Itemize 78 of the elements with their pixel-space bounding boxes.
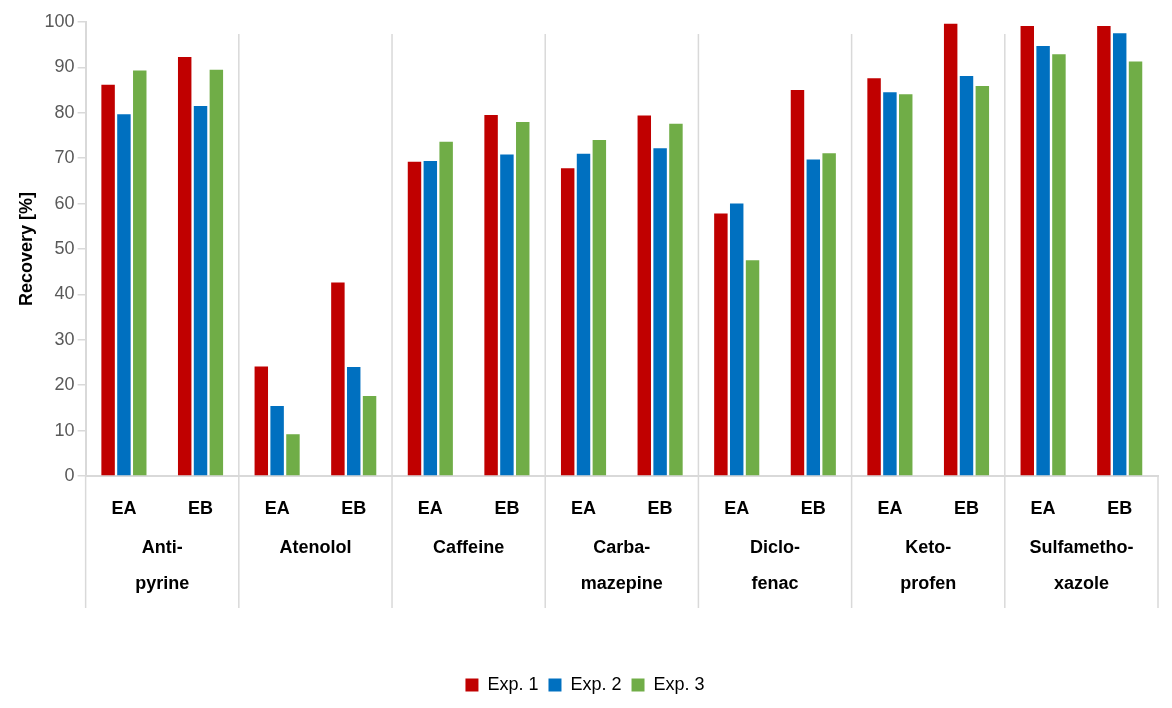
text: Atenolol [279, 536, 352, 557]
text: Carba-mazepine [580, 536, 663, 593]
y-tick-label: 60 [54, 192, 75, 213]
y-tick-label: 90 [54, 56, 75, 77]
y-tick-label: 30 [54, 328, 75, 349]
y-tick-label: 0 [64, 464, 75, 485]
bar [560, 168, 575, 476]
bar [669, 123, 683, 476]
x-tick-label: EA [417, 497, 443, 518]
x-tick-label: EA [724, 497, 750, 518]
x-tick-label: EA [111, 497, 137, 518]
bar [975, 86, 990, 476]
bar [1036, 46, 1050, 476]
bar [1128, 61, 1143, 476]
bar [1020, 26, 1034, 476]
x-tick-label: EB [800, 497, 826, 518]
y-tick-label: 80 [54, 101, 75, 122]
bar [286, 434, 300, 476]
y-tick-label: 50 [54, 237, 75, 258]
bar [745, 260, 760, 476]
bar [193, 105, 208, 476]
bar [101, 84, 115, 476]
bar [867, 78, 881, 476]
bar [407, 161, 422, 476]
bar [347, 367, 361, 476]
bar [576, 153, 591, 476]
bar [1112, 33, 1127, 476]
bar [177, 56, 192, 476]
bar [439, 141, 453, 476]
x-tick-label: EB [188, 497, 214, 518]
y-tick-label: 70 [54, 147, 75, 168]
bar [714, 213, 728, 476]
x-tick-label: EB [494, 497, 520, 518]
x-tick-label: EA [877, 497, 903, 518]
bar [943, 23, 958, 476]
text: Keto-profen [900, 536, 957, 593]
bar [1052, 54, 1066, 476]
y-tick-label: 20 [54, 374, 75, 395]
bar [899, 94, 913, 476]
x-tick-label: EB [1107, 497, 1133, 518]
bar [822, 153, 836, 476]
bar [729, 203, 744, 476]
bar [500, 154, 514, 476]
y-tick-label: 100 [44, 10, 75, 31]
x-tick-label: EB [647, 497, 673, 518]
bar [133, 70, 147, 476]
text: Caffeine [433, 536, 505, 557]
bar [1097, 26, 1111, 476]
bar [117, 114, 131, 476]
y-tick-label: 40 [54, 283, 75, 304]
bar [209, 69, 224, 476]
x-tick-label: EB [954, 497, 980, 518]
x-tick-label: EA [571, 497, 597, 518]
legend-label: Exp. 3 [653, 673, 705, 694]
bar [653, 148, 667, 476]
bar [959, 76, 974, 476]
x-tick-label: EA [1030, 497, 1056, 518]
bar [806, 159, 821, 476]
text: Anti-pyrine [135, 536, 190, 593]
y-tick-label: 10 [54, 419, 75, 440]
bar [484, 115, 498, 476]
y-axis-title: Recovery [%] [15, 191, 36, 307]
bar [790, 90, 805, 476]
bar [423, 160, 438, 476]
bar [883, 92, 897, 476]
bar [592, 140, 607, 476]
text: Diclo-fenac [750, 536, 801, 593]
bar [516, 121, 530, 476]
bar [637, 115, 652, 476]
legend-label: Exp. 1 [487, 673, 539, 694]
bar [362, 396, 377, 476]
bar [254, 366, 269, 476]
x-tick-label: EA [264, 497, 290, 518]
bar [270, 406, 284, 476]
text: Sulfametho-xazole [1029, 536, 1134, 593]
legend-label: Exp. 2 [570, 673, 622, 694]
x-tick-label: EB [341, 497, 367, 518]
bar [331, 282, 345, 476]
